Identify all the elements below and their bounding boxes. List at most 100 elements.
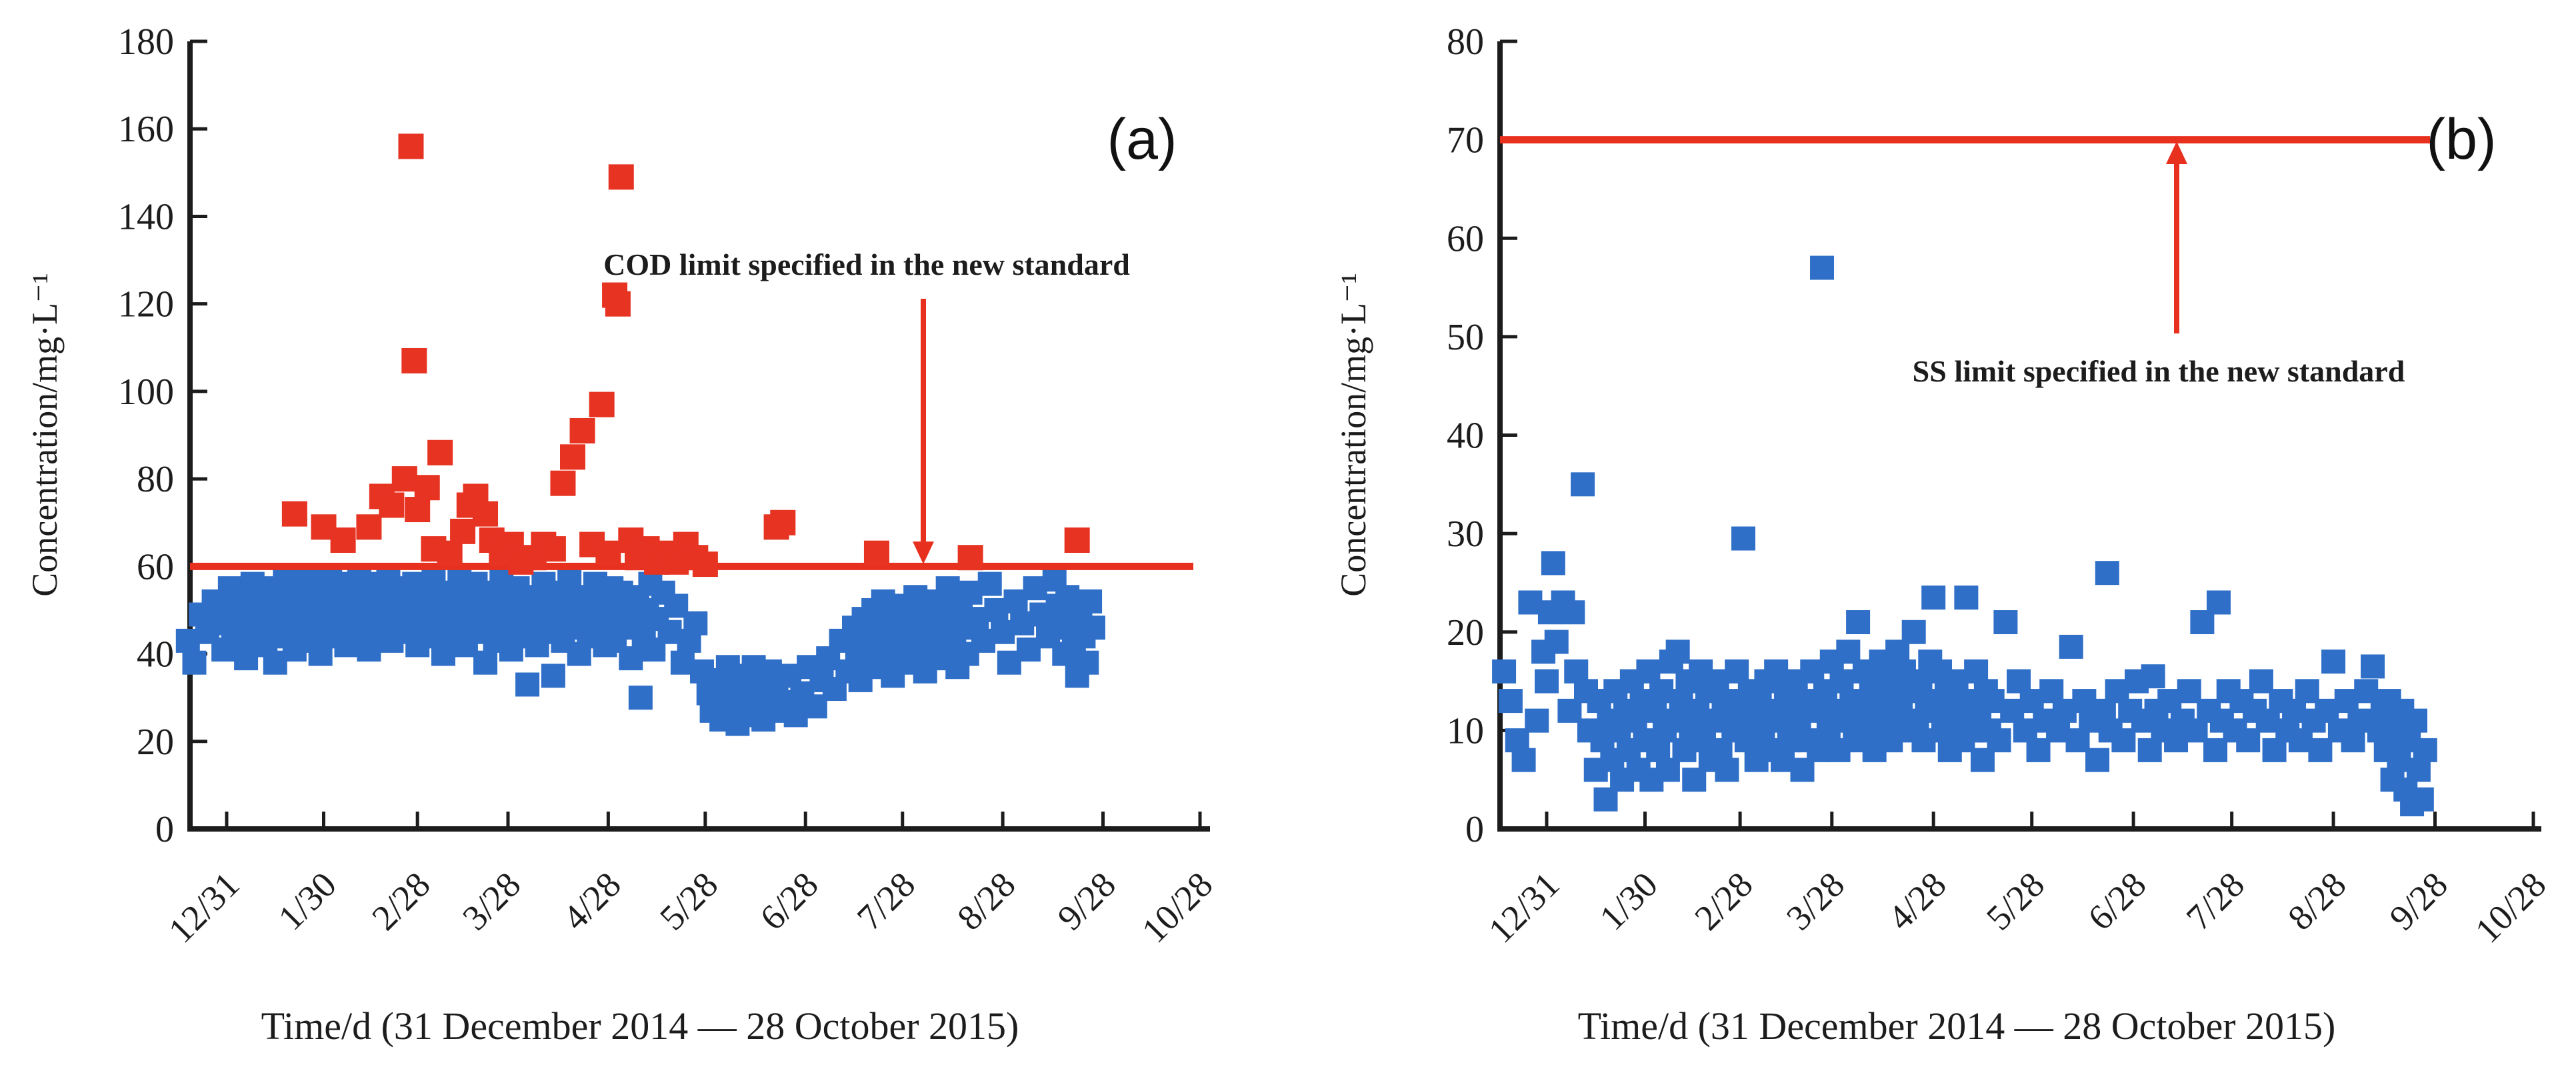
x-tick-label: 1/30 (271, 864, 344, 938)
data-point-blue (2206, 590, 2231, 615)
x-tick-label: 6/28 (2080, 864, 2153, 938)
data-point-red (281, 501, 307, 527)
x-tick-label: 6/28 (752, 864, 825, 938)
y-tick-label: 20 (137, 722, 174, 763)
x-tick-label: 9/28 (1050, 864, 1123, 938)
data-point-blue (1511, 748, 1536, 772)
data-point-blue (1571, 472, 1595, 497)
data-point-red (414, 475, 440, 501)
data-point-blue (1541, 551, 1565, 576)
data-point-blue (1846, 610, 1871, 634)
x-tick-label: 7/28 (849, 864, 923, 938)
data-point-blue (1561, 600, 1585, 625)
data-point-blue (541, 664, 565, 688)
x-tick-label: 9/28 (2382, 864, 2455, 938)
data-point-red (540, 536, 566, 562)
data-point-red (608, 164, 634, 190)
data-point-red (692, 552, 718, 578)
panel-b-limit-annotation: SS limit specified in the new standard (1913, 354, 2405, 388)
data-point-blue (628, 686, 653, 710)
x-tick-label: 5/28 (1979, 864, 2052, 938)
data-point-blue (1921, 586, 1946, 610)
y-tick-label: 20 (1447, 612, 1484, 654)
x-tick-label: 3/28 (455, 864, 528, 938)
x-tick-label: 4/28 (555, 864, 629, 938)
data-point-blue (515, 672, 540, 697)
panel-a-label: (a) (1107, 107, 1177, 171)
data-point-blue (1081, 616, 1105, 640)
data-point-blue (2085, 748, 2110, 772)
data-point-blue (1993, 610, 2018, 634)
panel-a-plot: 0 20 40 60 80 100 120 140 160 180 12/31 1/30 2/28 3/2… (118, 21, 1220, 950)
panel-a-x-axis-title: Time/d (31 December 2014 — 28 October 20… (261, 1004, 1019, 1048)
panel-a-limit-annotation: COD limit specified in the new standard (603, 247, 1130, 281)
data-point-blue (2059, 634, 2083, 659)
panel-b-plot: 0 10 20 30 40 50 60 70 80 12/31 1/30 2/28 3/28 4/28 5/… (1447, 21, 2553, 950)
x-tick-label: 8/28 (2280, 864, 2353, 938)
y-tick-label: 80 (137, 459, 174, 500)
y-tick-label: 50 (1447, 317, 1484, 358)
data-point-blue (1492, 659, 1517, 684)
x-tick-label: 10/28 (2467, 864, 2553, 950)
data-point-red (770, 509, 796, 535)
data-point-red (437, 540, 463, 566)
data-point-red (569, 417, 595, 443)
y-tick-label: 160 (118, 109, 174, 150)
limit-arrow-up-icon (2166, 141, 2187, 164)
data-point-blue (2095, 561, 2119, 586)
y-tick-label: 80 (1447, 21, 1484, 63)
data-point-blue (2321, 650, 2346, 674)
data-point-blue (1075, 650, 1099, 675)
data-point-blue (2403, 708, 2427, 733)
x-tick-label: 2/28 (1687, 864, 1760, 938)
data-point-blue (2141, 664, 2165, 689)
y-tick-label: 140 (118, 196, 174, 237)
x-tick-label: 3/28 (1779, 864, 1852, 938)
y-tick-label: 0 (1465, 809, 1484, 850)
data-point-blue (1498, 689, 1523, 714)
data-point-blue (1901, 620, 1926, 644)
data-point-blue (619, 646, 643, 671)
data-point-blue (2413, 738, 2437, 762)
panel-a-y-axis-title: Concentration/mg·L⁻¹ (25, 273, 65, 597)
data-point-blue (2409, 787, 2434, 812)
data-point-red (957, 545, 983, 571)
x-tick-label: 7/28 (2179, 864, 2252, 938)
data-point-red (1064, 527, 1090, 553)
panel-b-x-axis-title: Time/d (31 December 2014 — 28 October 20… (1578, 1004, 2336, 1048)
y-tick-label: 120 (118, 284, 174, 325)
x-tick-label: 10/28 (1134, 864, 1220, 950)
x-tick-label: 12/31 (161, 864, 247, 950)
data-point-blue (1715, 758, 1739, 782)
y-tick-label: 180 (118, 21, 174, 63)
x-tick-label: 2/28 (364, 864, 437, 938)
y-tick-label: 70 (1447, 120, 1484, 161)
data-point-red (560, 444, 586, 470)
data-point-blue (1525, 708, 1549, 733)
data-point-red (427, 439, 453, 465)
y-tick-label: 0 (155, 809, 174, 850)
x-tick-label: 8/28 (949, 864, 1023, 938)
x-tick-label: 1/30 (1592, 864, 1665, 938)
data-point-red (863, 540, 889, 566)
data-point-blue (1544, 630, 1569, 654)
data-point-red (379, 492, 405, 518)
data-point-red (473, 501, 499, 527)
panel-b-y-axis-title: Concentration/mg·L⁻¹ (1333, 273, 1373, 597)
data-point-blue (473, 650, 498, 675)
data-point-red (330, 527, 356, 553)
data-point-blue (1665, 640, 1690, 664)
data-point-red (589, 391, 615, 417)
y-tick-label: 10 (1447, 710, 1484, 752)
panel-b-label: (b) (2426, 107, 2496, 171)
data-point-red (391, 466, 417, 492)
y-tick-label: 40 (1447, 415, 1484, 457)
y-tick-label: 100 (118, 371, 174, 413)
data-point-blue (2361, 654, 2385, 679)
data-point-blue (683, 611, 708, 636)
data-point-blue (1535, 669, 1559, 694)
data-point-red (401, 347, 427, 373)
data-point-blue (1987, 728, 2011, 753)
